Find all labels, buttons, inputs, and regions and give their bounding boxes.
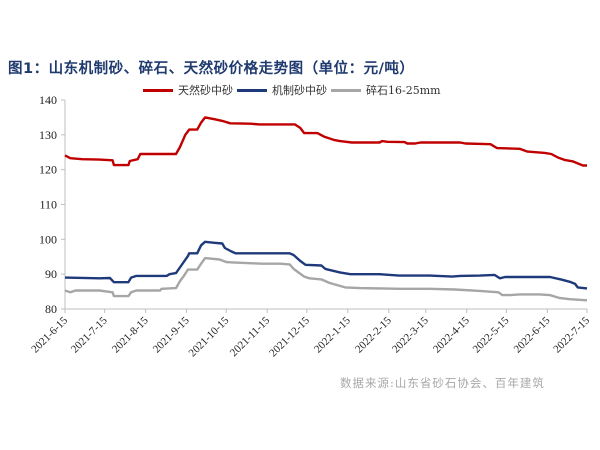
y-tick-label: 90	[45, 267, 57, 281]
legend-label-machine-sand: 机制砂中砂	[272, 84, 327, 97]
x-tick-label: 2021-12-15	[267, 314, 312, 359]
data-source-note: 数据来源:山东省砂石协会、百年建筑	[340, 376, 545, 390]
legend-label-natural-sand: 天然砂中砂	[178, 84, 233, 97]
series-lines	[64, 116, 588, 302]
legend-item-natural-sand: 天然砂中砂	[143, 82, 233, 98]
legend-label-gravel: 碎石16-25mm	[366, 84, 441, 97]
x-tick-label: 2022-2-15	[353, 314, 394, 355]
x-tick-label: 2022-5-15	[471, 314, 512, 355]
series-line-0	[64, 116, 587, 167]
legend-item-gravel: 碎石16-25mm	[331, 82, 441, 98]
x-tick-label: 2021-7-15	[69, 314, 110, 355]
chart-legend: 天然砂中砂 机制砂中砂 碎石16-25mm	[143, 82, 445, 98]
y-axis: 80 90 100 110 120 130 140	[39, 93, 66, 316]
series-line-1	[64, 240, 588, 290]
x-tick-label: 2021-11-15	[228, 314, 273, 359]
series-line-2	[64, 256, 588, 302]
chart-title: 图1：山东机制砂、碎石、天然砂价格走势图（单位：元/吨）	[8, 61, 415, 77]
y-tick-label: 100	[39, 232, 57, 246]
legend-swatch-natural-sand	[143, 88, 173, 92]
y-tick-label: 110	[39, 198, 57, 212]
x-tick-label: 2022-3-15	[390, 314, 431, 355]
y-tick-label: 80	[45, 302, 57, 316]
legend-swatch-gravel	[331, 88, 361, 92]
y-tick-label: 130	[39, 128, 57, 142]
x-tick-label: 2022-4-15	[431, 314, 472, 355]
legend-swatch-machine-sand	[237, 88, 267, 92]
x-tick-label: 2022-7-15	[551, 314, 592, 355]
x-tick-label: 2022-6-15	[512, 314, 553, 355]
x-tick-label: 2022-1-15	[312, 314, 353, 355]
x-tick-label: 2021-9-15	[151, 314, 192, 355]
x-tick-label: 2021-10-15	[187, 314, 232, 359]
x-tick-label: 2021-6-15	[29, 314, 70, 355]
x-tick-label: 2021-8-15	[110, 314, 151, 355]
y-tick-label: 120	[39, 163, 57, 177]
legend-item-machine-sand: 机制砂中砂	[237, 82, 327, 98]
y-tick-label: 140	[39, 93, 57, 107]
